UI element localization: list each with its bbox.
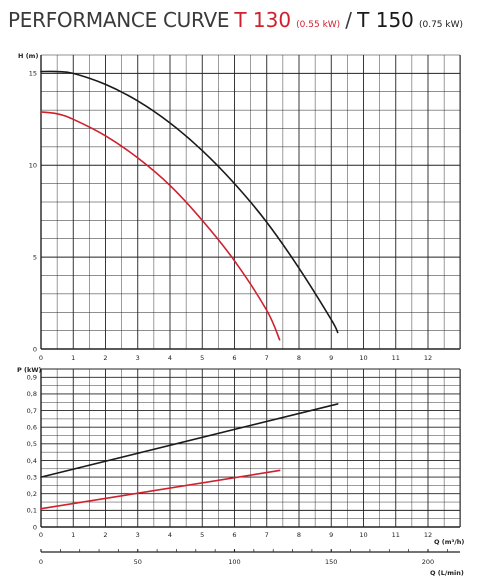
power-x-tick-label: 3: [136, 531, 140, 539]
power-x-tick-label: 9: [329, 531, 333, 539]
power-x-tick-label: 6: [232, 531, 236, 539]
power-x-tick-label: 1: [71, 531, 75, 539]
head-x-tick-label: 4: [168, 354, 172, 362]
lmin-tick-label: 50: [134, 558, 142, 566]
head-curve-t150: [40, 70, 339, 334]
power-y-tick-label: 0,1: [27, 507, 37, 515]
head-x-tick-label: 3: [136, 354, 140, 362]
power-y-axis-label: P (kW): [17, 366, 41, 374]
power-curve-panel: 00,10,20,30,40,50,60,70,80,90 1 2 3 4 5 6 7 8 9 10…: [17, 366, 464, 546]
title-model-t150: T 150: [357, 8, 414, 32]
power-x-tick-label: 4: [168, 531, 172, 539]
head-x-tick-label: 1: [71, 354, 75, 362]
lmin-tick-label: 200: [422, 558, 434, 566]
chart-title: PERFORMANCE CURVE T 130 (0.55 kW) / T 15…: [8, 8, 463, 32]
power-y-tick-label: 0,8: [27, 390, 37, 398]
power-y-tick-label: 0,4: [27, 457, 37, 465]
power-x-tick-label: 7: [265, 531, 269, 539]
head-x-tick-label: 6: [232, 354, 236, 362]
title-power-t130: (0.55 kW): [296, 20, 341, 30]
power-x-tick-label: 5: [200, 531, 204, 539]
head-grid: [40, 54, 461, 350]
power-y-tick-label: 0: [33, 523, 37, 531]
power-grid: [40, 368, 461, 528]
lmin-tick-label: 100: [228, 558, 240, 566]
head-x-tick-label: 12: [424, 354, 432, 362]
title-prefix: PERFORMANCE CURVE: [8, 8, 230, 32]
lmin-tick-labels: 0 50 100 150 200: [39, 549, 460, 566]
head-x-tick-label: 5: [200, 354, 204, 362]
power-y-tick-label: 0,3: [27, 473, 37, 481]
lmin-tick-label: 150: [325, 558, 337, 566]
head-x-tick-label: 8: [297, 354, 301, 362]
head-y-tick-label: 15: [29, 70, 37, 78]
power-curve-t130: [40, 469, 281, 510]
head-series: [40, 70, 339, 341]
lmin-axis: 0 50 100 150 200 Q (L/min): [39, 549, 464, 577]
power-series: [40, 403, 339, 510]
title-power-t150: (0.75 kW): [418, 20, 464, 30]
head-y-tick-label: 0: [33, 345, 37, 353]
head-curve-t130: [40, 111, 281, 341]
power-curve-t150: [40, 403, 339, 478]
power-x-tick-label: 8: [297, 531, 301, 539]
head-x-tick-label: 11: [392, 354, 400, 362]
power-tick-labels: 00,10,20,30,40,50,60,70,80,90 1 2 3 4 5 6 7 8 9 10…: [27, 374, 432, 539]
head-x-tick-label: 7: [265, 354, 269, 362]
power-x-tick-label: 10: [359, 531, 367, 539]
head-y-tick-label: 5: [33, 253, 37, 261]
head-x-tick-label: 2: [103, 354, 107, 362]
power-x-tick-label: 2: [103, 531, 107, 539]
power-x-tick-label: 11: [392, 531, 400, 539]
power-y-tick-label: 0,5: [27, 440, 37, 448]
power-y-tick-label: 0,6: [27, 424, 37, 432]
lmin-tick-label: 0: [39, 558, 43, 566]
title-model-t130: T 130: [234, 8, 292, 32]
power-x-axis-label: Q (m³/h): [434, 538, 464, 546]
power-y-tick-label: 0,7: [27, 407, 37, 415]
power-y-tick-label: 0,9: [27, 374, 37, 382]
head-x-tick-label: 0: [39, 354, 43, 362]
head-x-tick-label: 10: [359, 354, 367, 362]
power-y-tick-label: 0,2: [27, 490, 37, 498]
title-separator: /: [345, 8, 353, 32]
lmin-axis-label: Q (L/min): [430, 569, 464, 577]
power-x-tick-label: 12: [424, 531, 432, 539]
head-y-tick-label: 10: [29, 162, 37, 170]
power-x-tick-label: 0: [39, 531, 43, 539]
head-y-axis-label: H (m): [18, 52, 38, 60]
head-x-tick-label: 9: [329, 354, 333, 362]
